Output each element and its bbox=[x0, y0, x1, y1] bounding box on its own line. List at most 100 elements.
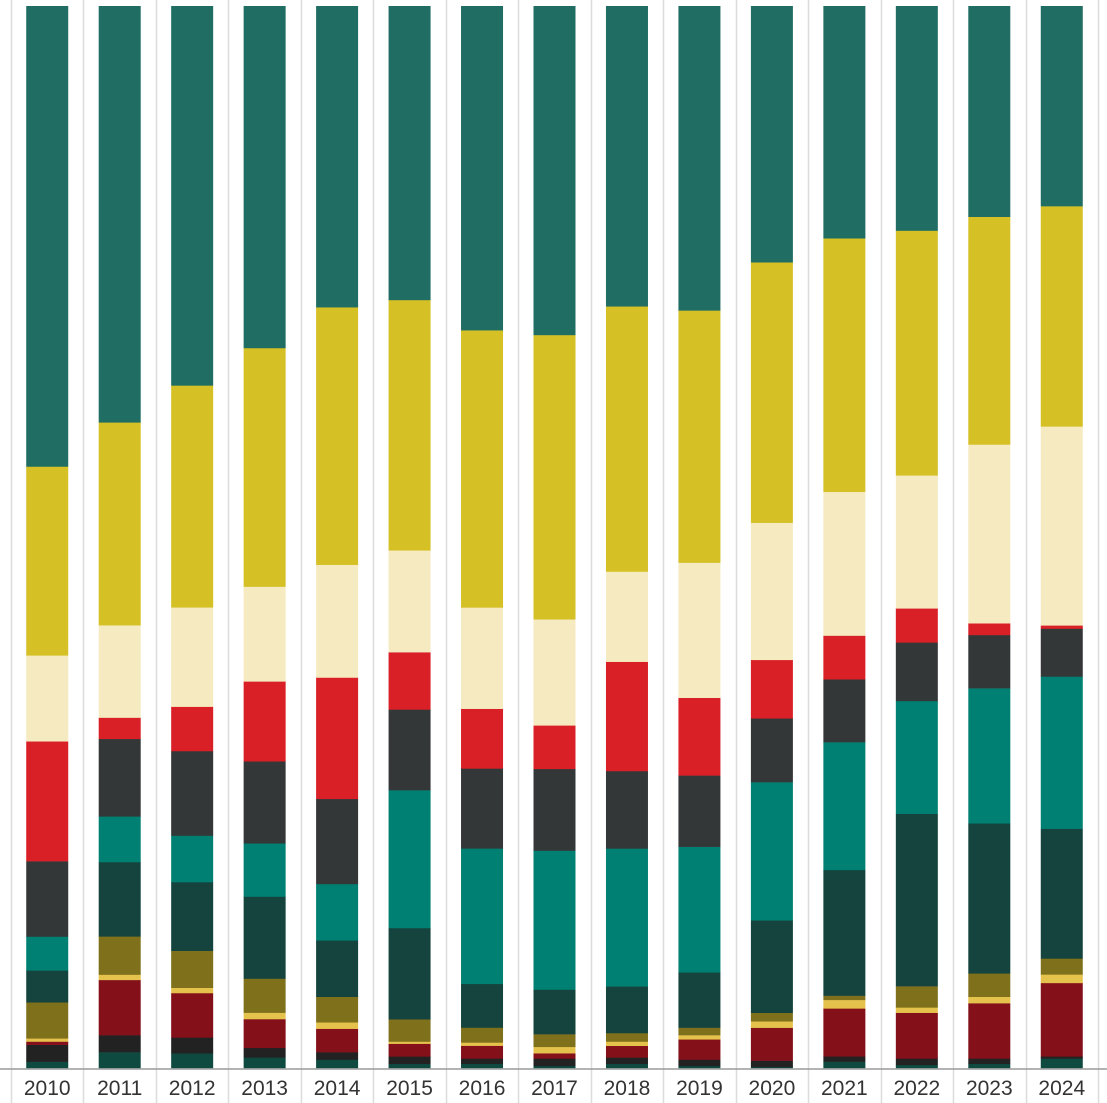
bar-group-2016 bbox=[461, 6, 504, 1069]
bar-segment-2015-s8 bbox=[388, 709, 431, 791]
bar-group-2010 bbox=[26, 6, 69, 1069]
bar-segment-2017-s11 bbox=[533, 334, 576, 620]
bar-segment-2015-s4 bbox=[388, 1041, 431, 1044]
bar-segment-2020-s6 bbox=[750, 920, 793, 1014]
bar-segment-2024-s10 bbox=[1040, 426, 1083, 626]
bar-segment-2015-s3 bbox=[388, 1043, 431, 1057]
bar-group-2022 bbox=[895, 6, 938, 1069]
bar-segment-2015-s10 bbox=[388, 550, 431, 653]
x-tick-label: 2024 bbox=[1038, 1077, 1085, 1100]
bar-segment-2014-s9 bbox=[316, 677, 359, 800]
bar-segment-2017-s9 bbox=[533, 725, 576, 770]
bar-segment-2011-s7 bbox=[98, 816, 141, 863]
bar-segment-2015-s2 bbox=[388, 1056, 431, 1065]
bar-segment-2022-s3 bbox=[895, 1012, 938, 1059]
bar-segment-2012-s1 bbox=[171, 1053, 214, 1069]
bar-segment-2023-s8 bbox=[968, 634, 1011, 689]
bar-segment-2016-s9 bbox=[461, 708, 504, 769]
bar-segment-2021-s8 bbox=[823, 679, 866, 743]
bar-segment-2023-s5 bbox=[968, 973, 1011, 997]
bar-segment-2022-s7 bbox=[895, 700, 938, 814]
bar-segment-2014-s12 bbox=[316, 6, 359, 308]
bar-segment-2020-s8 bbox=[750, 718, 793, 783]
bar-segment-2023-s12 bbox=[968, 6, 1011, 217]
bar-segment-2021-s9 bbox=[823, 635, 866, 680]
bar-segment-2018-s4 bbox=[605, 1041, 648, 1047]
bar-segment-2022-s8 bbox=[895, 642, 938, 702]
bar-segment-2016-s7 bbox=[461, 848, 504, 985]
bar-segment-2016-s3 bbox=[461, 1045, 504, 1059]
bar-segment-2012-s12 bbox=[171, 6, 214, 386]
bar-segment-2015-s7 bbox=[388, 790, 431, 929]
bar-segment-2010-s9 bbox=[26, 741, 69, 862]
bar-segment-2022-s6 bbox=[895, 813, 938, 987]
bar-segment-2023-s3 bbox=[968, 1003, 1011, 1059]
bar-segment-2020-s2 bbox=[750, 1060, 793, 1068]
bar-segment-2024-s4 bbox=[1040, 974, 1083, 984]
bar-segment-2017-s12 bbox=[533, 6, 576, 336]
bar-segment-2014-s3 bbox=[316, 1028, 359, 1053]
bar-group-2023 bbox=[968, 6, 1011, 1069]
bar-segment-2020-s11 bbox=[750, 262, 793, 523]
bar-segment-2011-s6 bbox=[98, 861, 141, 937]
bars bbox=[26, 6, 1083, 1069]
bar-segment-2014-s11 bbox=[316, 307, 359, 565]
bar-segment-2015-s1 bbox=[388, 1063, 431, 1069]
bar-segment-2013-s9 bbox=[243, 681, 286, 762]
bar-segment-2022-s5 bbox=[895, 986, 938, 1008]
bar-segment-2021-s2 bbox=[823, 1056, 866, 1062]
x-tick-label: 2012 bbox=[169, 1077, 216, 1100]
bar-segment-2021-s3 bbox=[823, 1008, 866, 1057]
bar-segment-2023-s7 bbox=[968, 688, 1011, 824]
bar-group-2018 bbox=[605, 6, 648, 1069]
bar-segment-2014-s4 bbox=[316, 1022, 359, 1029]
bar-segment-2024-s7 bbox=[1040, 676, 1083, 829]
x-tick-label: 2020 bbox=[749, 1077, 796, 1100]
bar-segment-2023-s9 bbox=[968, 623, 1011, 636]
bar-segment-2017-s1 bbox=[533, 1065, 576, 1069]
bar-segment-2021-s7 bbox=[823, 742, 866, 871]
bar-segment-2019-s1 bbox=[678, 1065, 721, 1069]
bar-segment-2021-s10 bbox=[823, 491, 866, 636]
bar-segment-2018-s8 bbox=[605, 770, 648, 849]
x-tick-label: 2017 bbox=[531, 1077, 578, 1100]
bar-segment-2022-s9 bbox=[895, 608, 938, 643]
bar-segment-2021-s6 bbox=[823, 869, 866, 996]
bar-segment-2023-s6 bbox=[968, 823, 1011, 974]
bar-segment-2013-s3 bbox=[243, 1019, 286, 1049]
bar-segment-2013-s10 bbox=[243, 586, 286, 682]
bar-segment-2020-s10 bbox=[750, 522, 793, 661]
bar-segment-2010-s12 bbox=[26, 6, 69, 467]
bar-segment-2013-s1 bbox=[243, 1057, 286, 1069]
bar-segment-2017-s3 bbox=[533, 1053, 576, 1059]
bar-segment-2018-s5 bbox=[605, 1032, 648, 1042]
bar-segment-2017-s6 bbox=[533, 989, 576, 1035]
bar-group-2012 bbox=[171, 6, 214, 1069]
bar-segment-2018-s12 bbox=[605, 6, 648, 307]
bar-segment-2024-s5 bbox=[1040, 958, 1083, 975]
bar-segment-2019-s5 bbox=[678, 1027, 721, 1036]
bar-segment-2017-s8 bbox=[533, 768, 576, 851]
bar-segment-2024-s2 bbox=[1040, 1056, 1083, 1059]
bar-segment-2013-s12 bbox=[243, 6, 286, 349]
bar-segment-2023-s2 bbox=[968, 1058, 1011, 1065]
bar-segment-2011-s8 bbox=[98, 738, 141, 817]
bar-segment-2016-s6 bbox=[461, 983, 504, 1028]
bar-segment-2010-s3 bbox=[26, 1041, 69, 1045]
bar-segment-2011-s12 bbox=[98, 6, 141, 423]
bar-segment-2023-s10 bbox=[968, 444, 1011, 624]
bar-segment-2012-s10 bbox=[171, 607, 214, 707]
bar-segment-2016-s10 bbox=[461, 607, 504, 709]
x-tick-label: 2015 bbox=[386, 1077, 433, 1100]
bar-segment-2019-s8 bbox=[678, 775, 721, 847]
bar-segment-2022-s2 bbox=[895, 1058, 938, 1066]
bar-segment-2022-s12 bbox=[895, 6, 938, 231]
bar-segment-2012-s8 bbox=[171, 750, 214, 836]
bar-segment-2024-s11 bbox=[1040, 206, 1083, 427]
bar-group-2013 bbox=[243, 6, 286, 1069]
bar-segment-2013-s6 bbox=[243, 896, 286, 979]
bar-segment-2018-s7 bbox=[605, 848, 648, 987]
x-tick-label: 2023 bbox=[966, 1077, 1013, 1100]
bar-group-2020 bbox=[750, 6, 793, 1069]
bar-segment-2019-s9 bbox=[678, 697, 721, 776]
